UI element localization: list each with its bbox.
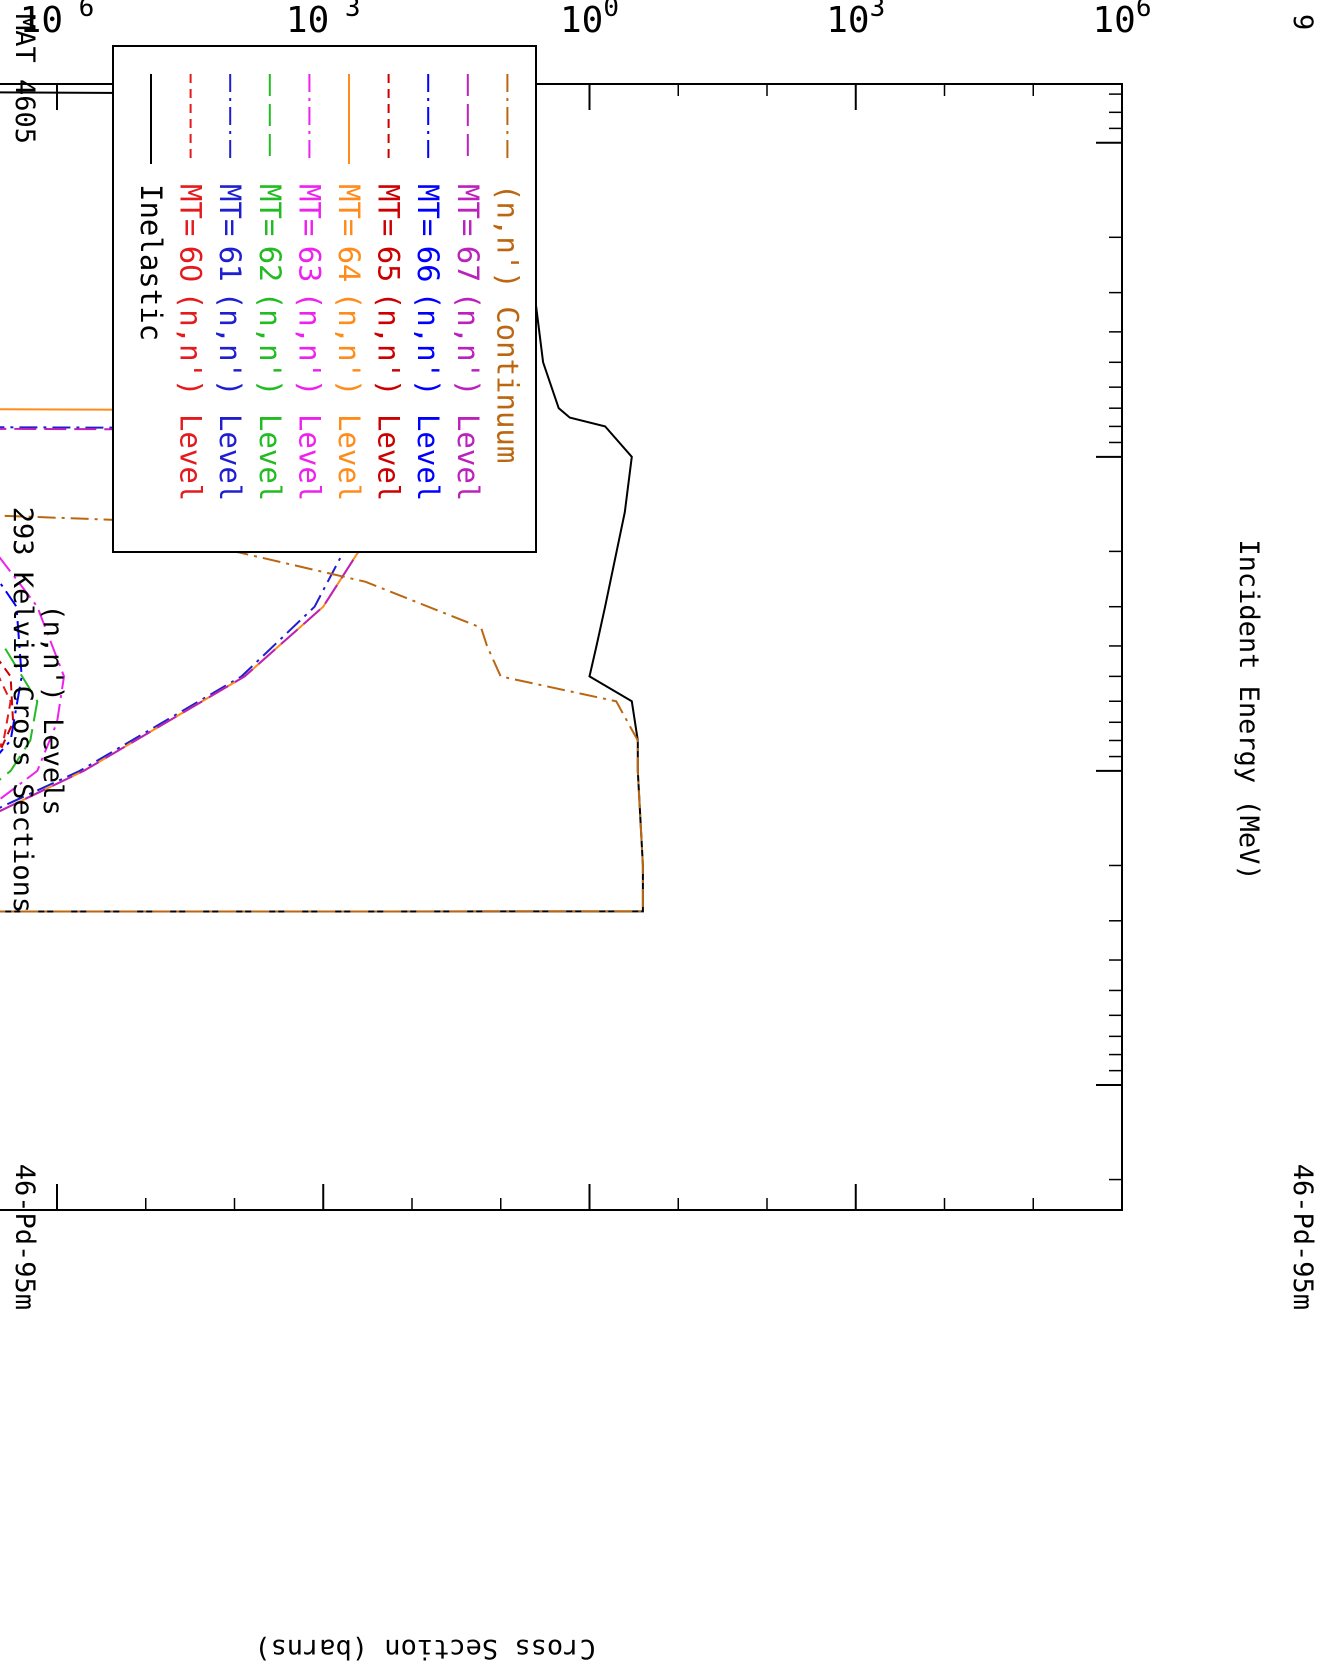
y-tick-label-group: 103	[826, 0, 885, 41]
y-tick-label-group: 106	[1092, 0, 1151, 41]
y-tick-label-group: 10¯3	[286, 0, 361, 41]
y-tick-label-group: 100	[560, 0, 619, 41]
axes-ticks: 10¯110010110268246824682468210610310010¯…	[20, 0, 1152, 1210]
header-title-line1: (n,n') Levels	[37, 604, 68, 815]
x-axis-label: Incident Energy (MeV)	[1233, 539, 1264, 880]
legend-label-mt61: MT= 61 (n,n') Level	[213, 184, 247, 501]
legend-label-mt64: MT= 64 (n,n') Level	[332, 184, 366, 501]
y-tick-label: 10¯3	[286, 0, 361, 41]
y-tick-label: 10¯6	[20, 0, 95, 41]
legend-label-mt60: MT= 60 (n,n') Level	[174, 184, 208, 501]
series-line-mt62	[0, 528, 39, 886]
y-tick-label-group: 10¯6	[20, 0, 95, 41]
isotope-label-bottom: 46-Pd-95m	[1287, 1164, 1318, 1310]
y-tick-label: 103	[826, 0, 885, 41]
legend-label-mt66: MT= 66 (n,n') Level	[411, 184, 445, 501]
legend-label-continuum: (n,n') Continuum	[490, 184, 524, 463]
plot-area: 10¯110010110268246824682468210610310010¯…	[0, 0, 1152, 1211]
series-line-mt60	[0, 456, 12, 880]
series-line-mt63	[0, 428, 66, 892]
legend-label-mt62: MT= 62 (n,n') Level	[253, 184, 287, 501]
legend-label-mt65: MT= 65 (n,n') Level	[372, 184, 406, 501]
y-axis-label: Cross Section (barns)	[254, 1633, 595, 1664]
header-mat-label: MAT 4605	[9, 14, 40, 144]
header-isotope-label: 46-Pd-95m	[9, 1164, 40, 1310]
header-title-line2: 293 Kelvin Cross Sections	[7, 507, 38, 913]
y-tick-label: 106	[1092, 0, 1151, 41]
legend-box	[112, 45, 537, 553]
legend-label-inelastic: Inelastic	[134, 184, 168, 341]
y-tick-label: 100	[560, 0, 619, 41]
legend-label-mt63: MT= 63 (n,n') Level	[292, 184, 326, 501]
legend-label-mt67: MT= 67 (n,n') Level	[451, 184, 485, 501]
series-line-mt65	[0, 448, 15, 880]
corner-label: 9	[1287, 14, 1318, 30]
series-line-continuum	[0, 448, 644, 913]
